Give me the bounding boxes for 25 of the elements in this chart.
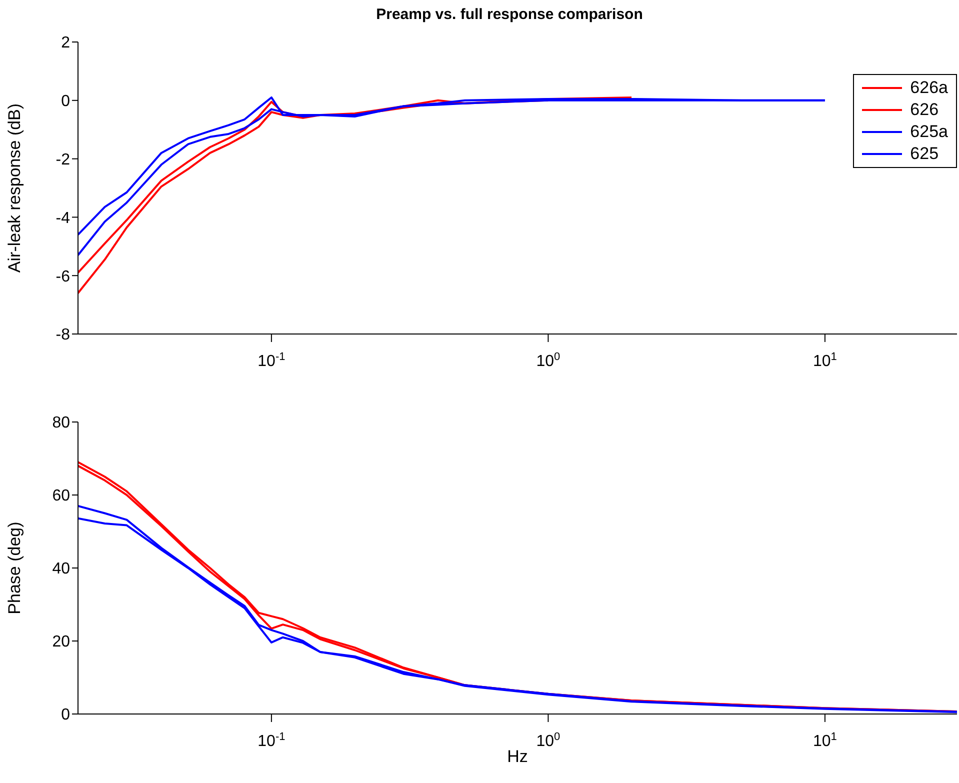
y-tick-label: 40 [52,560,70,578]
x-tick-label: 10$^{0}$ [536,731,560,750]
y-tick-label: -8 [56,326,70,344]
y-tick-label: -6 [56,268,70,286]
y-tick-label: -4 [56,210,70,227]
x-tick-label: 10$^{1}$ [812,731,837,750]
y-tick-label: 80 [52,414,70,432]
chart-title: Preamp vs. full response comparison [375,6,644,25]
y-axis-title: Phase (deg) [5,522,24,614]
legend-label: 626a [910,78,948,98]
legend-label: 626 [910,100,939,120]
y-tick-label: 0 [61,93,70,110]
y-axis-title: Air-leak response (dB) [5,103,24,273]
legend-label: 625a [910,122,948,142]
y-tick-label: 60 [52,488,70,505]
x-axis-title: Hz [507,747,528,766]
y-tick-label: 2 [61,34,70,52]
x-tick-label: 10$^{1}$ [812,351,837,370]
x-tick-label: 10$^{0}$ [536,351,560,370]
y-tick-label: 0 [61,706,70,724]
y-tick-label: 20 [52,634,70,651]
x-tick-label: 10$^{-1}$ [258,351,286,370]
y-tick-label: -2 [56,151,70,168]
x-tick-label: 10$^{-1}$ [258,731,286,750]
legend-label: 625 [910,144,939,164]
